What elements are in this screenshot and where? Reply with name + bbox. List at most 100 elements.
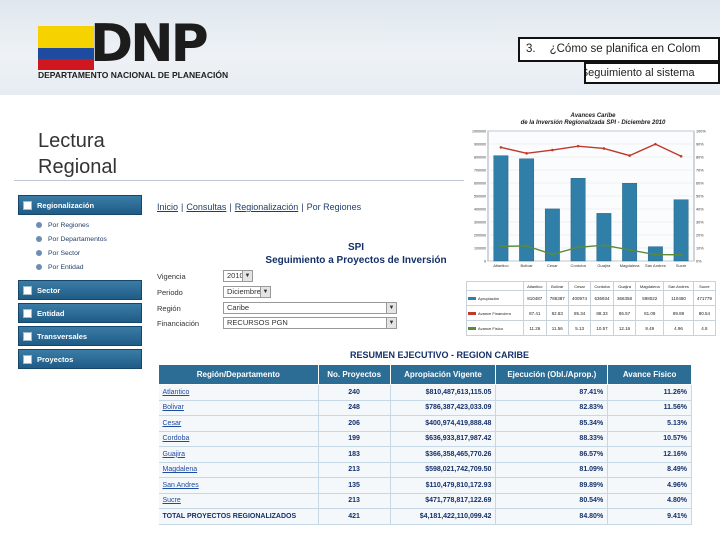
bar	[519, 158, 535, 262]
colombia-flag-icon	[38, 26, 94, 70]
periodo-select[interactable]: Diciembre ▼	[223, 286, 271, 298]
menu-proyectos[interactable]: Proyectos	[18, 349, 142, 369]
total-cell: 84.80%	[495, 508, 609, 525]
vigencia-select[interactable]: 2010 ▼	[223, 270, 253, 282]
table-cell: $366,358,465,770.26	[390, 446, 497, 463]
breadcrumb-inicio[interactable]: Inicio	[157, 202, 179, 212]
table-row: Guajira 183 $366,358,465,770.26 86.57% 12.16…	[158, 446, 692, 463]
chart-table-value: 598022	[635, 290, 665, 306]
chart-table-value: 82.83	[545, 305, 569, 321]
menu-entidad[interactable]: Entidad	[18, 303, 142, 323]
y2-tick-label: 90%	[696, 143, 704, 147]
table-cell: 86.57%	[495, 446, 609, 463]
menu-icon	[23, 200, 32, 210]
series-line	[500, 143, 682, 157]
y2-tick-label: 70%	[696, 169, 704, 173]
chart-table-value: 81.09	[635, 305, 665, 321]
chart-table-value: 8.49	[635, 320, 665, 336]
chart-table-value: 5.13	[567, 320, 592, 336]
chart-table-value: 80.54	[692, 305, 717, 321]
legend-swatch	[468, 311, 476, 315]
legend-entry: Avance Financiero	[466, 305, 524, 321]
chart-table-value: 85.34	[567, 305, 592, 321]
line-point	[525, 152, 528, 155]
table-cell: $471,778,817,122.69	[390, 493, 497, 509]
line-point	[654, 142, 657, 146]
department-link[interactable]: Sucre	[158, 493, 319, 509]
chart-table-value: 810487	[522, 290, 547, 306]
menu-transversales[interactable]: Transversales	[18, 326, 142, 346]
legend-entry: Apropiación	[466, 290, 524, 306]
department-link[interactable]: Cordoba	[158, 431, 319, 447]
breadcrumb-consultas[interactable]: Consultas	[186, 202, 227, 212]
chart-table-value: 4.8	[692, 320, 717, 336]
department-link[interactable]: Bolivar	[158, 400, 319, 416]
x-tick-label: Magdalena	[620, 263, 641, 268]
x-tick-label: Guajira	[597, 263, 611, 268]
line-point	[576, 245, 580, 249]
bar	[493, 155, 509, 262]
department-link[interactable]: Guajira	[158, 446, 319, 463]
y2-tick-label: 10%	[696, 247, 704, 251]
chart: Avances Caribe de la Inversión Regionali…	[466, 113, 720, 335]
select-value: 2010	[227, 271, 244, 280]
bar	[596, 213, 612, 262]
department-link[interactable]: Magdalena	[158, 462, 319, 478]
table-cell: 88.33%	[495, 431, 609, 447]
table-cell: 248	[318, 400, 391, 416]
resumen-table: Región/Departamento No. Proyectos Apropi…	[158, 364, 692, 525]
department-link[interactable]: Atlantico	[158, 384, 319, 401]
chart-table-header: Atlantico Bolivar Cesar Cordoba Guajira Magda…	[466, 281, 717, 291]
x-tick-label: Cordoba	[570, 263, 586, 268]
x-tick-label: Cesar	[547, 263, 558, 268]
filter-label: Vigencia	[157, 271, 186, 281]
menu-icon	[23, 331, 32, 341]
menu-icon	[23, 308, 32, 318]
table-cell: 213	[318, 493, 391, 509]
menu-label: Transversales	[37, 331, 88, 341]
menu-sector[interactable]: Sector	[18, 280, 142, 300]
bar	[570, 177, 586, 262]
financiacion-select[interactable]: RECURSOS PGN ▼	[223, 317, 397, 329]
table-row: Cordoba 199 $636,933,817,987.42 88.33% 10.57…	[158, 431, 692, 447]
menu-label: Entidad	[37, 308, 65, 318]
y-tick-label: 900000	[474, 143, 486, 147]
menu-label: Sector	[37, 285, 61, 295]
sidebar-item-por-sector[interactable]: Por Sector	[18, 246, 142, 260]
legend-label: Avance Físico	[478, 325, 504, 331]
chart-table-value: 11.26	[522, 320, 547, 336]
spi-title: SPI	[347, 242, 365, 253]
table-cell: $786,387,423,033.09	[390, 400, 497, 416]
sidebar-item-por-departamentos[interactable]: Por Departamentos	[18, 232, 142, 246]
spi-subtitle: Seguimiento a Proyectos de Inversión	[265, 255, 447, 266]
x-tick-label: Atlantico	[493, 263, 509, 268]
table-cell: 11.56%	[607, 400, 692, 416]
bullet-icon	[36, 264, 42, 270]
menu-icon	[23, 354, 32, 364]
line-point	[551, 253, 554, 256]
logo-text: DNP	[90, 14, 209, 74]
department-link[interactable]: San Andres	[158, 477, 319, 494]
breadcrumb-por-regiones: Por Regiones	[306, 202, 362, 212]
table-cell: 4.96%	[607, 477, 692, 494]
table-cell: $110,479,810,172.93	[390, 477, 497, 494]
chart-table-category: Guajira	[612, 281, 637, 291]
dnp-logo: DNP DEPARTAMENTO NACIONAL DE PLANEACIÓN	[38, 14, 238, 82]
chart-table-category: San Andres	[663, 281, 694, 291]
chart-table-row: Apropiación 810487 786387 400974 636934 36635…	[466, 290, 717, 306]
region-select[interactable]: Caribe ▼	[223, 302, 397, 314]
select-value: Diciembre	[227, 287, 261, 296]
breadcrumb-regionalizacion[interactable]: Regionalización	[234, 202, 299, 212]
chart-table-category: Cesar	[567, 281, 592, 291]
breadcrumb-separator: |	[301, 202, 304, 212]
y2-tick-label: 30%	[696, 221, 704, 225]
menu-regionalizacion[interactable]: Regionalización	[18, 195, 142, 215]
table-cell: 82.83%	[495, 400, 609, 416]
chart-subtitle: de la Inversión Regionalizada SPI - Dici…	[520, 120, 666, 126]
sidebar-item-por-entidad[interactable]: Por Entidad	[18, 260, 142, 274]
chart-table-category: Magdalena	[635, 281, 665, 291]
sidebar-item-por-regiones[interactable]: Por Regiones	[18, 218, 142, 232]
department-link[interactable]: Cesar	[158, 415, 319, 432]
line-point	[628, 154, 631, 157]
